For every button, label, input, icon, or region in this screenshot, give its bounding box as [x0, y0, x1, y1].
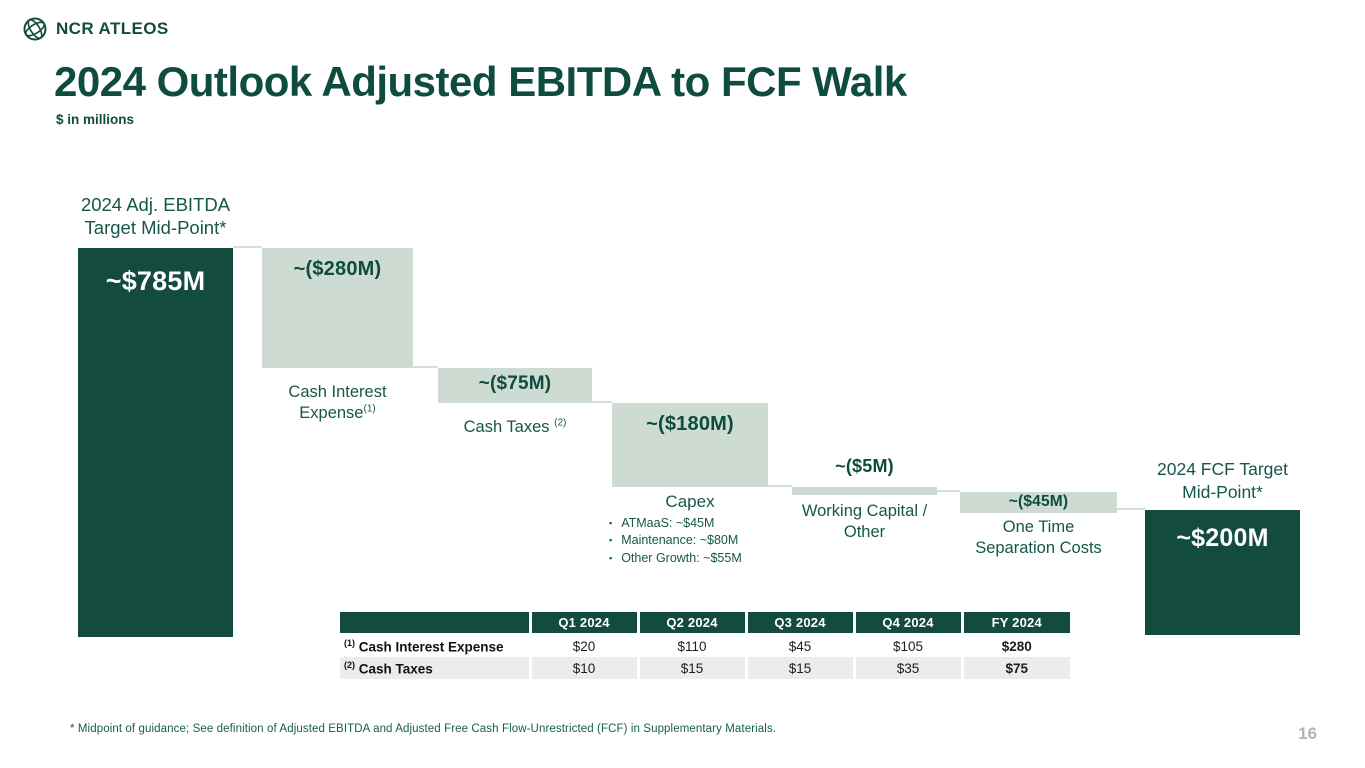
bar-value-2024-adj-ebitda-target-mid-point: ~$785M — [105, 266, 206, 296]
bar-value-capex: ~($180M) — [646, 413, 734, 435]
table-header-q2-2024: Q2 2024 — [636, 612, 746, 635]
bar-title-2024-adj-ebitda-target-mid-point: 2024 Adj. EBITDA Target Mid-Point* — [80, 193, 231, 239]
bar-capex — [612, 403, 768, 487]
connector-line — [768, 485, 792, 487]
footnote: * Midpoint of guidance; See definition o… — [70, 723, 777, 735]
table-cell: $280 — [960, 634, 1070, 657]
table-cell: $45 — [744, 634, 854, 657]
bar-value-cash-interest-expense: ~($280M) — [293, 258, 382, 280]
bar-working-capital-other — [792, 487, 937, 495]
table-cell: $110 — [636, 634, 746, 657]
connector-line — [413, 366, 438, 368]
page-title: 2024 Outlook Adjusted EBITDA to FCF Walk — [54, 58, 907, 105]
table-cell: $10 — [528, 657, 638, 679]
bar-cash-taxes — [438, 368, 592, 403]
bar-2024-fcf-target-mid-point — [1145, 510, 1300, 635]
bar-label-cash-interest-expense: Cash Interest Expense(1) — [288, 383, 387, 423]
table-header-fy-2024: FY 2024 — [960, 612, 1070, 635]
table-header-q3-2024: Q3 2024 — [744, 612, 854, 635]
capex-bullet-list: ATMaaS: ~$45MMaintenance: ~$80MOther Gro… — [575, 515, 805, 568]
brand-wordmark: NCR ATLEOS — [56, 19, 169, 38]
bar-one-time-separation-costs — [960, 492, 1117, 513]
connector-line — [1117, 508, 1145, 510]
capex-bullet-item: ATMaaS: ~$45M — [609, 515, 805, 533]
bar-label-working-capital-other: Working Capital / Other — [801, 502, 928, 542]
table-cell: $75 — [960, 657, 1070, 679]
table-cell: $20 — [528, 634, 638, 657]
capex-bullet-item: Other Growth: ~$55M — [609, 550, 805, 568]
bar-label-capex: CapexATMaaS: ~$45MMaintenance: ~$80MOthe… — [575, 491, 805, 567]
row-label: (2) Cash Taxes — [340, 657, 530, 679]
connector-line — [233, 246, 262, 248]
capex-bullet-item: Maintenance: ~$80M — [609, 532, 805, 550]
row-label: (1) Cash Interest Expense — [344, 637, 504, 655]
connector-line — [592, 401, 612, 403]
bar-value-cash-taxes: ~($75M) — [478, 373, 552, 394]
table-cell: $15 — [744, 657, 854, 679]
bar-title-2024-fcf-target-mid-point: 2024 FCF Target Mid-Point* — [1157, 459, 1288, 502]
table-cell: $15 — [636, 657, 746, 679]
globe-icon — [23, 17, 47, 41]
bar-label-cash-taxes: Cash Taxes (2) — [463, 417, 567, 437]
table-header-empty — [340, 612, 530, 635]
quarterly-cash-table: Q1 2024 Q2 2024 Q3 2024 Q4 2024 FY 2024 (1) C… — [340, 612, 1070, 679]
table-cell: $105 — [852, 634, 962, 657]
table-row-cash-interest-expense: (1) Cash Interest Expense $20 $110 $45 $105 $… — [340, 634, 1070, 657]
bar-label-one-time-separation-costs: One Time Separation Costs — [975, 518, 1102, 558]
units-label: $ in millions — [56, 112, 135, 127]
table-row-cash-taxes: (2) Cash Taxes $10 $15 $15 $35 $75 — [340, 657, 1070, 679]
page-number: 16 — [1298, 724, 1317, 743]
bar-value-one-time-separation-costs: ~($45M) — [1008, 493, 1069, 510]
table-header-q1-2024: Q1 2024 — [528, 612, 638, 635]
bar-value-working-capital-other: ~($5M) — [835, 456, 894, 476]
bar-2024-adj-ebitda-target-mid-point — [78, 248, 233, 637]
table-cell: $35 — [852, 657, 962, 679]
connector-line — [937, 490, 960, 492]
bar-cash-interest-expense — [262, 248, 413, 368]
table-header-q4-2024: Q4 2024 — [852, 612, 962, 635]
brand-logo: NCR ATLEOS — [22, 16, 169, 42]
bar-value-2024-fcf-target-mid-point: ~$200M — [1176, 524, 1269, 552]
